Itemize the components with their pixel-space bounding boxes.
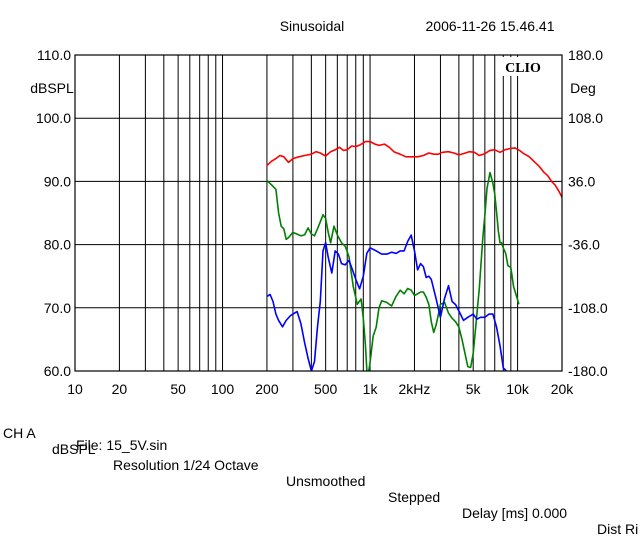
- y-axis-label-left: dBSPL: [30, 80, 74, 96]
- data-series: [266, 140, 562, 371]
- unit-label: dBSPL: [52, 441, 96, 457]
- y-axis-left-ticks: 60.0 70.0 80.0 90.0 100.0 110.0: [36, 47, 71, 379]
- x-axis-ticks: 10 20 50 100 200 500 1k 2kHz 5k 10k 20k: [67, 381, 574, 397]
- y-tick-label-left: 90.0: [44, 173, 71, 189]
- x-tick-label: 20: [112, 381, 128, 397]
- measurement-window: Sinusoidal 2006-11-26 15.46.41 dBSPL Deg…: [3, 18, 638, 537]
- x-tick-label: 100: [211, 381, 235, 397]
- dist-label: Dist Ri: [597, 521, 639, 537]
- x-tick-label: 1k: [363, 381, 379, 397]
- brand-logo-background: [497, 57, 549, 76]
- timestamp-label: 2006-11-26 15.46.41: [426, 18, 555, 34]
- y-tick-label-left: 70.0: [44, 300, 71, 316]
- y-tick-label-left: 60.0: [44, 363, 71, 379]
- x-tick-label: 2kHz: [399, 381, 431, 397]
- series-line-3: [266, 234, 507, 371]
- delay-label: Delay [ms] 0.000: [462, 505, 568, 521]
- resolution-label: Resolution 1/24 Octave: [113, 457, 259, 473]
- channel-label: CH A: [3, 425, 36, 441]
- y-tick-label-right: -180.0: [568, 363, 608, 379]
- grid-lines: [75, 55, 562, 371]
- measurement-settings-bar: CH A dBSPL Resolution 1/24 Octave Unsmoo…: [0, 409, 640, 553]
- x-tick-label: 50: [170, 381, 186, 397]
- series-line-1: [266, 140, 562, 198]
- y-tick-label-right: 180.0: [568, 47, 603, 63]
- x-tick-label: 20k: [551, 381, 575, 397]
- x-tick-label: 200: [255, 381, 279, 397]
- x-tick-label: 10k: [506, 381, 530, 397]
- mode-label: Stepped: [388, 489, 441, 505]
- y-axis-right-ticks: -180.0 -108.0 -36.0 36.0 108.0 180.0: [568, 47, 608, 379]
- file-name-label: File: 15_5V.sin: [76, 437, 168, 453]
- signal-type-label: Sinusoidal: [280, 18, 345, 34]
- smoothing-label: Unsmoothed: [286, 473, 366, 489]
- y-tick-label-right: -36.0: [568, 237, 600, 253]
- brand-logo: CLIO: [505, 61, 541, 76]
- y-tick-label-right: -108.0: [568, 300, 608, 316]
- x-tick-label: 500: [314, 381, 338, 397]
- x-tick-label: 5k: [466, 381, 482, 397]
- y-axis-label-right: Deg: [570, 80, 596, 96]
- plot-frame: [74, 54, 563, 372]
- y-tick-label-left: 80.0: [44, 237, 71, 253]
- series-line-2: [266, 171, 520, 371]
- y-tick-label-right: 108.0: [568, 110, 603, 126]
- x-tick-label: 10: [67, 381, 83, 397]
- frequency-response-chart: Sinusoidal 2006-11-26 15.46.41 dBSPL Deg…: [30, 18, 608, 397]
- y-tick-label-left: 110.0: [37, 47, 71, 63]
- y-tick-label-left: 100.0: [36, 110, 71, 126]
- y-tick-label-right: 36.0: [568, 173, 595, 189]
